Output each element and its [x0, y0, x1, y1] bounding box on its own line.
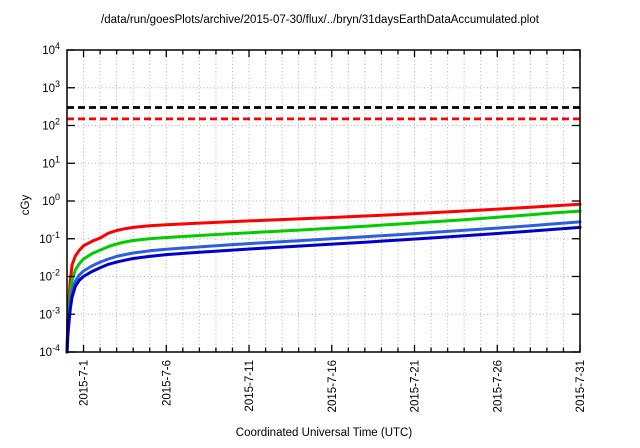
y-tick-label: 10-3: [39, 305, 60, 321]
y-tick-label: 10-2: [39, 268, 60, 284]
y-tick-label: 102: [42, 117, 60, 133]
x-tick-label: 2015-7-31: [575, 360, 587, 412]
y-tick-label: 104: [42, 41, 60, 57]
y-tick-label: 10-1: [39, 230, 60, 246]
y-tick-label: 101: [42, 154, 60, 170]
x-tick-label: 2015-7-16: [327, 360, 339, 412]
y-tick-label: 10-4: [39, 343, 60, 359]
series-line-accumulated-dose-green: [65, 209, 582, 354]
x-tick-label: 2015-7-21: [410, 360, 422, 412]
y-tick-label: 103: [42, 79, 60, 95]
x-tick-label: 2015-7-1: [79, 360, 91, 406]
series-line-accumulated-dose-darkblue: [65, 225, 582, 354]
x-tick-label: 2015-7-26: [492, 360, 504, 412]
y-tick-label: 100: [42, 192, 60, 208]
x-tick-label: 2015-7-6: [161, 360, 173, 406]
x-tick-label: 2015-7-11: [244, 360, 256, 412]
x-axis-label: Coordinated Universal Time (UTC): [235, 427, 413, 439]
series-line-accumulated-dose-blue: [65, 220, 582, 354]
plot-title: /data/run/goesPlots/archive/2015-07-30/f…: [101, 14, 539, 26]
series-line-accumulated-dose-red: [65, 202, 582, 354]
